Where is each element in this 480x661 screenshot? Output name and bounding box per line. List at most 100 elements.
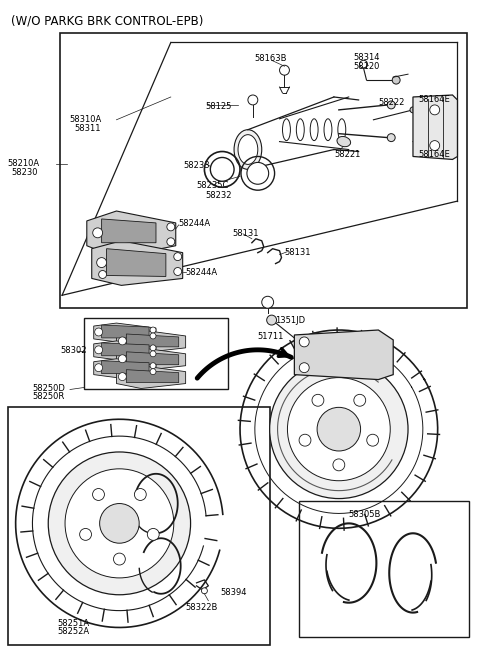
- Text: (W/O PARKG BRK CONTROL-EPB): (W/O PARKG BRK CONTROL-EPB): [11, 15, 203, 28]
- Circle shape: [65, 469, 174, 578]
- Circle shape: [300, 337, 309, 347]
- Text: 58310A: 58310A: [69, 115, 101, 124]
- Circle shape: [95, 328, 103, 336]
- Text: 58252A: 58252A: [57, 627, 89, 637]
- Text: 58250D: 58250D: [33, 383, 65, 393]
- Circle shape: [150, 327, 156, 333]
- Circle shape: [150, 363, 156, 369]
- Circle shape: [333, 459, 345, 471]
- Circle shape: [100, 504, 139, 543]
- Polygon shape: [92, 241, 183, 286]
- Circle shape: [167, 223, 175, 231]
- Text: 58322B: 58322B: [186, 603, 218, 611]
- Circle shape: [174, 268, 182, 276]
- Text: 58233: 58233: [184, 161, 210, 171]
- Polygon shape: [107, 249, 166, 276]
- Circle shape: [150, 369, 156, 375]
- Text: 58210A: 58210A: [8, 159, 40, 169]
- Circle shape: [96, 258, 107, 268]
- Circle shape: [367, 434, 379, 446]
- Polygon shape: [102, 219, 156, 243]
- Polygon shape: [87, 211, 176, 258]
- Circle shape: [134, 488, 146, 500]
- Text: 58221: 58221: [334, 149, 360, 159]
- Polygon shape: [94, 359, 156, 377]
- Circle shape: [312, 395, 324, 407]
- Ellipse shape: [210, 157, 234, 181]
- Polygon shape: [94, 323, 156, 342]
- Text: 58222: 58222: [378, 98, 405, 107]
- Polygon shape: [117, 366, 186, 389]
- Bar: [60, 32, 468, 308]
- Text: 58131: 58131: [285, 248, 311, 256]
- Circle shape: [387, 101, 395, 109]
- Polygon shape: [117, 348, 186, 371]
- Ellipse shape: [337, 136, 350, 147]
- Bar: [84, 318, 228, 389]
- Circle shape: [442, 104, 447, 110]
- Text: 58314: 58314: [354, 54, 380, 62]
- Circle shape: [119, 355, 126, 363]
- Circle shape: [167, 238, 175, 246]
- Circle shape: [317, 407, 360, 451]
- Text: 58251A: 58251A: [57, 619, 89, 627]
- Text: 58131: 58131: [232, 229, 259, 238]
- Circle shape: [299, 434, 311, 446]
- Circle shape: [354, 395, 366, 407]
- Circle shape: [267, 315, 276, 325]
- Circle shape: [262, 296, 274, 308]
- Circle shape: [150, 333, 156, 339]
- Polygon shape: [102, 325, 149, 338]
- Text: 58250R: 58250R: [33, 393, 65, 401]
- Polygon shape: [294, 330, 393, 379]
- Text: 58244A: 58244A: [186, 268, 218, 276]
- Text: 58305B: 58305B: [349, 510, 381, 520]
- Text: 58302: 58302: [60, 346, 86, 355]
- Circle shape: [174, 253, 182, 260]
- Text: 58163B: 58163B: [255, 54, 288, 63]
- Text: 58164E: 58164E: [418, 95, 450, 104]
- Circle shape: [430, 141, 440, 151]
- Polygon shape: [117, 330, 186, 353]
- Text: 51711: 51711: [258, 332, 284, 341]
- Circle shape: [430, 105, 440, 115]
- Ellipse shape: [234, 130, 262, 169]
- Circle shape: [150, 345, 156, 351]
- Circle shape: [442, 141, 447, 147]
- Text: 58235C: 58235C: [196, 181, 229, 190]
- Circle shape: [202, 588, 207, 594]
- Circle shape: [95, 364, 103, 371]
- Circle shape: [387, 134, 395, 141]
- Polygon shape: [94, 341, 156, 360]
- Circle shape: [80, 528, 92, 540]
- Polygon shape: [126, 352, 179, 365]
- Ellipse shape: [247, 163, 269, 184]
- Polygon shape: [126, 369, 179, 383]
- Text: 58232: 58232: [205, 191, 232, 200]
- Circle shape: [147, 528, 159, 540]
- Circle shape: [288, 377, 390, 481]
- Circle shape: [48, 452, 191, 595]
- Text: 58164E: 58164E: [418, 149, 450, 159]
- Text: 58244A: 58244A: [179, 219, 211, 228]
- Polygon shape: [413, 95, 457, 159]
- Text: 58394: 58394: [220, 588, 247, 597]
- Polygon shape: [102, 361, 149, 373]
- Circle shape: [119, 373, 126, 381]
- Circle shape: [150, 351, 156, 357]
- Circle shape: [95, 346, 103, 354]
- Circle shape: [113, 553, 125, 565]
- Circle shape: [270, 360, 408, 498]
- Text: 58125: 58125: [205, 102, 232, 111]
- Circle shape: [93, 488, 105, 500]
- Text: 58311: 58311: [74, 124, 100, 133]
- Circle shape: [392, 76, 400, 84]
- Polygon shape: [102, 343, 149, 356]
- Circle shape: [300, 363, 309, 373]
- Text: 58230: 58230: [12, 169, 38, 177]
- Bar: [300, 500, 469, 637]
- Circle shape: [410, 107, 416, 113]
- Circle shape: [119, 337, 126, 345]
- Polygon shape: [126, 334, 179, 347]
- Text: 1351JD: 1351JD: [275, 316, 305, 325]
